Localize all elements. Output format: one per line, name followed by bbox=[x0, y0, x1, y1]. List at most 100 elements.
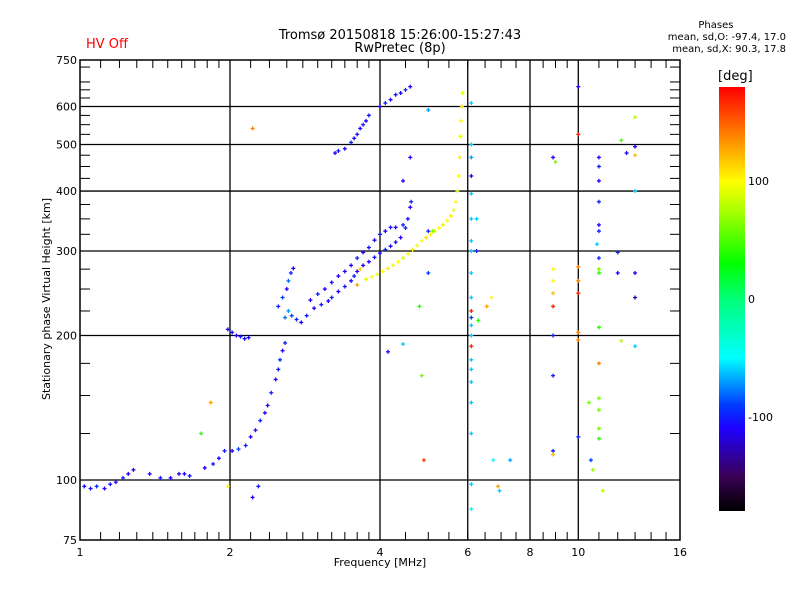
data-point bbox=[459, 104, 464, 109]
data-point bbox=[553, 159, 558, 164]
x-tick-label: 16 bbox=[673, 546, 687, 559]
data-point bbox=[388, 225, 393, 230]
data-point bbox=[398, 91, 403, 96]
data-point bbox=[469, 315, 474, 320]
data-point bbox=[551, 291, 556, 296]
colorbar-ticks: 100 0 -100 bbox=[748, 175, 773, 424]
chart-title: Tromsø 20150818 15:26:00-15:27:43 bbox=[278, 28, 522, 43]
data-point bbox=[551, 278, 556, 283]
data-point bbox=[358, 126, 363, 131]
data-point bbox=[182, 471, 187, 476]
data-point bbox=[588, 458, 593, 463]
data-point bbox=[349, 263, 354, 268]
axis-ticks bbox=[80, 59, 680, 541]
y-tick-label: 200 bbox=[56, 330, 77, 343]
data-point bbox=[208, 400, 213, 405]
data-point bbox=[315, 292, 320, 297]
data-point bbox=[576, 434, 581, 439]
data-point bbox=[596, 436, 601, 441]
data-point bbox=[469, 101, 474, 106]
chart-subtitle: RwPretec (8p) bbox=[354, 41, 446, 56]
data-point bbox=[408, 205, 413, 210]
data-point bbox=[269, 390, 274, 395]
y-tick-label: 300 bbox=[56, 245, 77, 258]
data-point bbox=[342, 146, 347, 151]
data-point bbox=[94, 484, 99, 489]
x-tick-label: 4 bbox=[377, 546, 384, 559]
data-point bbox=[633, 295, 638, 300]
data-point bbox=[551, 155, 556, 160]
data-point bbox=[576, 132, 581, 137]
data-point bbox=[352, 274, 357, 279]
data-point bbox=[576, 278, 581, 283]
data-point bbox=[230, 448, 235, 453]
data-point bbox=[476, 318, 481, 323]
data-point bbox=[385, 349, 390, 354]
data-point bbox=[457, 155, 462, 160]
data-point bbox=[236, 447, 241, 452]
data-point bbox=[415, 243, 420, 248]
data-point bbox=[444, 218, 449, 223]
data-point bbox=[366, 245, 371, 250]
data-point bbox=[428, 232, 433, 237]
y-tick-label: 75 bbox=[63, 534, 77, 547]
data-point bbox=[158, 475, 163, 480]
data-point bbox=[469, 507, 474, 512]
hv-status-label: HV Off bbox=[86, 37, 128, 52]
phase-stats-o: mean, sd,O: -97.4, 17.0 bbox=[667, 32, 786, 43]
data-point bbox=[256, 484, 261, 489]
data-point bbox=[469, 482, 474, 487]
data-point bbox=[380, 269, 385, 274]
data-point bbox=[265, 403, 270, 408]
data-point bbox=[278, 357, 283, 362]
data-point bbox=[596, 267, 601, 272]
data-point bbox=[419, 373, 424, 378]
data-point bbox=[551, 333, 556, 338]
data-point bbox=[276, 367, 281, 372]
data-point bbox=[383, 101, 388, 106]
data-point bbox=[469, 216, 474, 221]
data-point bbox=[469, 380, 474, 385]
data-point bbox=[401, 222, 406, 227]
y-tick-label: 100 bbox=[56, 474, 77, 487]
tick-labels: 1 2 4 6 8 10 16 75 100 200 300 400 500 600 750 bbox=[56, 54, 687, 559]
data-point bbox=[336, 274, 341, 279]
data-point bbox=[408, 155, 413, 160]
data-point bbox=[469, 249, 474, 254]
data-point bbox=[469, 308, 474, 313]
data-point bbox=[352, 136, 357, 141]
data-point bbox=[364, 118, 369, 123]
colorbar-tick-label: 0 bbox=[748, 293, 755, 306]
y-tick-label: 500 bbox=[56, 139, 77, 152]
data-point bbox=[551, 267, 556, 272]
data-point bbox=[426, 108, 431, 113]
data-point bbox=[474, 216, 479, 221]
data-point bbox=[202, 465, 207, 470]
data-point bbox=[280, 295, 285, 300]
data-point bbox=[469, 323, 474, 328]
data-point bbox=[551, 452, 556, 457]
data-point bbox=[342, 284, 347, 289]
y-tick-label: 600 bbox=[56, 101, 77, 114]
data-point bbox=[576, 330, 581, 335]
data-point bbox=[199, 431, 204, 436]
data-point bbox=[349, 140, 354, 145]
data-point bbox=[246, 335, 251, 340]
data-point bbox=[121, 475, 126, 480]
data-point bbox=[291, 266, 296, 271]
y-tick-label: 400 bbox=[56, 185, 77, 198]
data-point bbox=[308, 298, 313, 303]
data-point bbox=[495, 484, 500, 489]
data-point bbox=[187, 473, 192, 478]
data-point bbox=[624, 151, 629, 156]
data-point bbox=[393, 92, 398, 97]
data-point bbox=[396, 259, 401, 264]
data-point bbox=[596, 164, 601, 169]
colorbar-unit: [deg] bbox=[718, 69, 753, 84]
data-point bbox=[378, 232, 382, 237]
data-point bbox=[440, 222, 445, 227]
data-point bbox=[102, 486, 107, 491]
data-point bbox=[633, 270, 638, 275]
data-point bbox=[424, 235, 429, 240]
data-point bbox=[262, 410, 267, 415]
